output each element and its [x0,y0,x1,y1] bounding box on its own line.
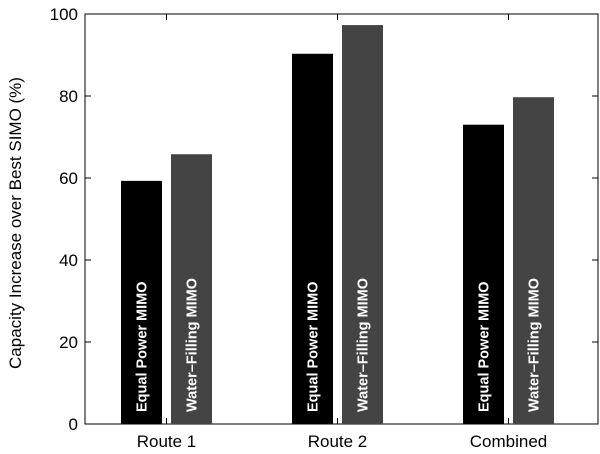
y-tick-label: 60 [59,169,78,188]
x-tick-label: Combined [470,432,548,451]
y-axis: 0 20 40 60 80 100 [50,5,598,434]
y-tick-label: 40 [59,251,78,270]
plot-frame [84,13,599,425]
bar-series-label: Equal Power MIMO [477,281,493,412]
bar [292,53,333,425]
y-tick-label: 20 [59,333,78,352]
y-tick-label: 0 [69,415,78,434]
bar-series-label: Equal Power MIMO [306,281,322,412]
bar-series-label: Water–Filling MIMO [356,278,372,412]
y-tick-label: 80 [59,87,78,106]
x-tick-label: Route 2 [308,432,368,451]
bars: Equal Power MIMO Water–Filling MIMO Equal … [121,25,554,425]
y-axis-label: Capacity Increase over Best SIMO (%) [6,77,25,369]
bar-series-label: Water–Filling MIMO [185,278,201,412]
x-axis: Route 1 Route 2 Combined [137,14,548,451]
bar [513,97,554,424]
bar-series-label: Equal Power MIMO [135,281,151,412]
bar [463,124,504,424]
y-tick-label: 100 [50,5,78,24]
bar [342,25,383,424]
bar [121,180,162,424]
bar-series-label: Water–Filling MIMO [527,278,543,412]
bar [171,154,212,424]
x-tick-label: Route 1 [137,432,197,451]
